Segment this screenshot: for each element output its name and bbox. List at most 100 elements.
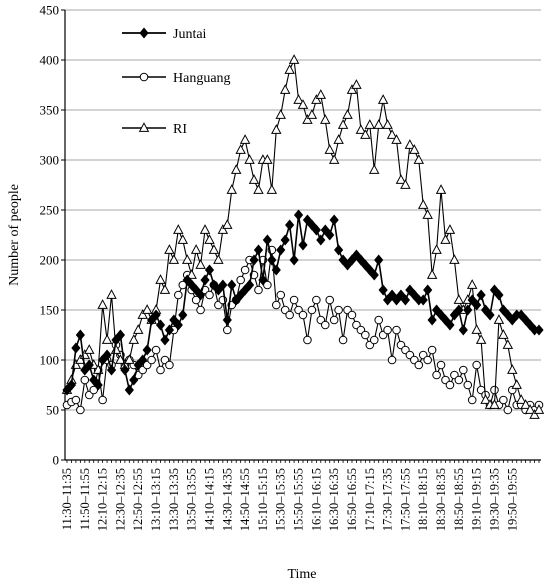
data-point: [80, 375, 90, 385]
y-tick-label: 350: [40, 103, 60, 118]
data-point: [454, 375, 464, 385]
data-point: [369, 269, 379, 281]
x-tick-label: 15:50–15:55: [292, 468, 306, 531]
x-tick-label: 17:30–17:35: [381, 468, 395, 531]
data-point: [280, 234, 290, 246]
data-point: [165, 360, 174, 370]
data-point: [499, 395, 508, 405]
data-point: [204, 234, 215, 244]
data-point: [472, 299, 482, 311]
data-point: [106, 289, 117, 299]
data-point: [223, 325, 232, 335]
data-point: [253, 244, 264, 256]
legend-label: RI: [173, 122, 187, 137]
data-point: [320, 320, 330, 330]
data-point: [333, 134, 344, 144]
data-point: [240, 265, 250, 275]
data-point: [217, 224, 229, 234]
data-point: [449, 254, 460, 264]
data-point: [320, 114, 331, 124]
data-point: [186, 269, 197, 279]
data-point: [199, 224, 211, 234]
data-point: [382, 119, 393, 129]
data-point: [285, 219, 295, 231]
x-tick-label: 18:50–18:55: [452, 468, 466, 531]
data-point: [334, 305, 343, 315]
data-point: [493, 314, 505, 324]
data-point: [458, 324, 468, 336]
data-point: [275, 109, 286, 119]
y-tick-label: 0: [53, 453, 60, 468]
data-point: [459, 365, 468, 375]
data-point: [106, 364, 117, 376]
data-point: [147, 355, 156, 365]
data-point: [377, 94, 389, 104]
data-point: [316, 234, 326, 246]
data-point: [315, 89, 327, 99]
data-point: [285, 310, 294, 320]
data-point: [329, 214, 339, 226]
data-point: [463, 380, 473, 390]
data-point: [502, 339, 514, 349]
x-tick-label: 18:10–18:15: [416, 468, 430, 531]
data-point: [276, 290, 286, 300]
data-point: [128, 334, 140, 344]
data-point: [472, 360, 481, 370]
x-tick-label: 19:30–19:35: [487, 468, 501, 531]
data-point: [417, 199, 429, 209]
data-point: [258, 274, 268, 286]
data-point: [205, 290, 214, 300]
data-point: [418, 294, 428, 306]
data-point: [293, 94, 304, 104]
data-point: [387, 355, 397, 365]
y-tick-label: 200: [40, 253, 60, 268]
data-point: [334, 244, 344, 256]
data-point: [311, 94, 322, 104]
data-point: [120, 364, 130, 376]
data-point: [435, 184, 447, 194]
data-point: [279, 84, 291, 94]
data-point: [244, 154, 255, 164]
x-tick-label: 14:10–14:15: [202, 468, 216, 531]
data-point: [178, 309, 188, 321]
data-point: [386, 129, 398, 139]
data-point: [534, 324, 544, 336]
y-tick-label: 300: [40, 153, 60, 168]
data-point: [191, 295, 201, 305]
legend-label: Juntai: [173, 27, 207, 42]
data-point: [142, 344, 152, 356]
data-point: [124, 384, 134, 396]
data-point: [373, 119, 384, 129]
x-tick-label: 19:10–19:15: [470, 468, 484, 531]
data-point: [463, 304, 473, 316]
data-point: [196, 305, 205, 315]
data-point: [267, 254, 277, 266]
data-point: [515, 394, 527, 404]
legend-label: Hanguang: [173, 71, 231, 86]
data-point: [400, 179, 411, 189]
x-tick-label: 12:30–12:35: [113, 468, 127, 531]
y-tick-label: 400: [40, 53, 60, 68]
data-point: [524, 404, 536, 414]
data-point: [409, 144, 420, 154]
x-tick-label: 17:50–17:55: [398, 468, 412, 531]
data-point: [364, 119, 376, 129]
data-point: [383, 325, 392, 335]
x-tick-label: 13:50–13:55: [185, 468, 199, 531]
data-point: [494, 289, 504, 301]
data-point: [413, 154, 425, 164]
data-point: [156, 365, 165, 375]
data-point: [392, 325, 401, 335]
data-point: [75, 354, 86, 364]
data-point: [173, 319, 183, 331]
series-layer: [61, 54, 544, 419]
data-point: [168, 254, 180, 264]
data-point: [467, 395, 477, 405]
data-point: [174, 290, 183, 300]
data-point: [248, 174, 260, 184]
legend-bg: [116, 22, 226, 44]
data-point: [138, 354, 148, 366]
data-point: [293, 209, 304, 221]
data-point: [374, 254, 384, 266]
